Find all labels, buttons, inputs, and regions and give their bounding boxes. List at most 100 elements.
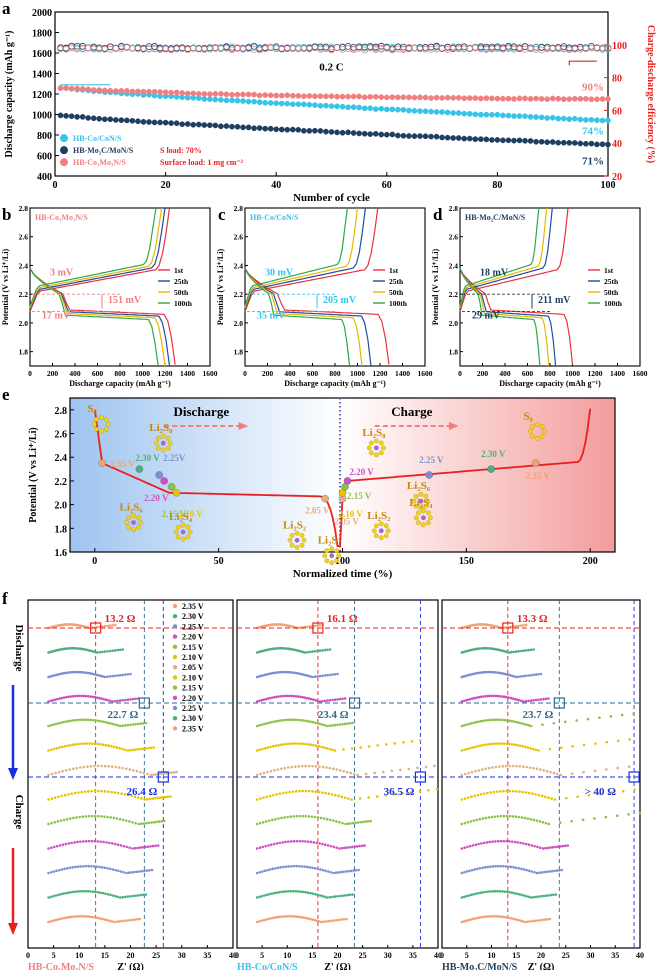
nyquist-row	[47, 646, 125, 654]
capacity-point	[483, 136, 490, 143]
eis-point	[328, 673, 332, 677]
sulfur-atom	[299, 542, 305, 548]
eis-point	[313, 624, 317, 628]
efficiency-point	[427, 45, 435, 53]
row-label-charge: Charge	[13, 795, 25, 830]
capacity-point	[85, 86, 92, 93]
rate-label: 0.2 C	[319, 61, 344, 73]
eis-point	[375, 795, 379, 798]
eis-point	[74, 670, 78, 674]
sulfur-atom	[423, 493, 429, 499]
retention-label: 74%	[582, 126, 604, 138]
eis-point	[93, 814, 97, 818]
eis-point	[106, 675, 109, 678]
y-tick-label: 2.8	[234, 204, 244, 213]
eis-point	[473, 917, 477, 920]
eis-point	[310, 815, 314, 818]
eis-point	[295, 814, 299, 818]
eis-point	[486, 865, 490, 869]
eis-point	[301, 839, 304, 843]
discharge-curve	[459, 268, 541, 367]
eis-point	[91, 890, 95, 893]
eis-point	[518, 790, 521, 793]
capacity-point	[522, 137, 528, 144]
series-2	[57, 85, 611, 103]
y-tick-label: 2.6	[449, 233, 459, 242]
eis-point	[513, 840, 517, 844]
eis-point	[149, 845, 152, 848]
eis-point	[324, 791, 327, 795]
capacity-point	[339, 103, 346, 110]
eis-point	[284, 840, 287, 844]
legend-label: 1st	[389, 266, 399, 275]
eis-point	[321, 699, 324, 703]
eis-point	[297, 890, 300, 893]
capacity-point	[201, 122, 208, 128]
x-tick-label: 200	[262, 369, 274, 378]
capacity-point	[68, 85, 75, 92]
eis-point	[337, 871, 340, 874]
capacity-point	[168, 120, 174, 126]
efficiency-point	[84, 44, 92, 52]
y2-tick-label: 40	[612, 139, 622, 150]
eis-point	[62, 818, 66, 822]
eis-point	[301, 742, 305, 746]
capacity-point	[356, 104, 362, 111]
eis-point	[51, 698, 55, 702]
eis-point	[343, 894, 347, 897]
eis-point	[125, 845, 129, 849]
eis-point	[115, 920, 118, 923]
sulfur-atom	[94, 426, 99, 432]
eis-point	[91, 742, 94, 745]
eis-point	[272, 891, 276, 895]
eis-point	[313, 815, 317, 819]
efficiency-point	[123, 44, 131, 51]
stage-label: 2.35 V	[526, 471, 551, 481]
capacity-point	[212, 96, 219, 103]
molecule-icon	[371, 521, 391, 541]
sulfur-atom	[421, 508, 426, 514]
charge-curve	[459, 207, 553, 310]
eis-point	[148, 797, 152, 801]
eis-point	[77, 742, 80, 746]
eis-point	[481, 817, 485, 820]
eis-point	[323, 699, 327, 703]
eis-point	[407, 767, 411, 771]
eis-point	[275, 842, 279, 845]
y-tick-label: 2.8	[449, 204, 459, 213]
marker-box	[138, 697, 150, 709]
eis-point	[322, 920, 326, 923]
nyquist-row	[255, 670, 339, 679]
capacity-point	[306, 93, 313, 99]
eis-point	[280, 816, 283, 820]
x-tick-label: 35	[409, 951, 417, 960]
eis-point	[144, 845, 147, 849]
eis-point	[502, 864, 505, 868]
x-tick-label: 25	[359, 951, 367, 960]
eis-point	[314, 790, 318, 793]
eis-point	[275, 891, 278, 894]
charge-curve	[29, 207, 171, 312]
eis-point	[74, 743, 78, 746]
eis-point	[314, 698, 317, 702]
discharge-curve	[244, 268, 351, 367]
capacity-point	[350, 130, 357, 136]
eis-point	[329, 870, 333, 874]
x-tick-label: 1200	[588, 369, 603, 378]
eis-point	[160, 820, 164, 823]
x-tick-label: 25	[152, 951, 160, 960]
eis-point	[571, 745, 574, 748]
eis-point	[121, 766, 125, 770]
eis-point	[526, 920, 529, 923]
eis-point	[559, 773, 563, 777]
eis-point	[358, 844, 361, 848]
capacity-point	[63, 113, 69, 119]
capacity-point	[378, 105, 385, 112]
capacity-point	[284, 126, 291, 133]
capacity-point	[450, 110, 457, 116]
hysteresis-label: 205 mV	[323, 295, 357, 306]
eis-point	[537, 749, 540, 752]
eis-point	[95, 651, 99, 654]
eis-point	[86, 671, 89, 675]
eis-point	[311, 892, 315, 895]
